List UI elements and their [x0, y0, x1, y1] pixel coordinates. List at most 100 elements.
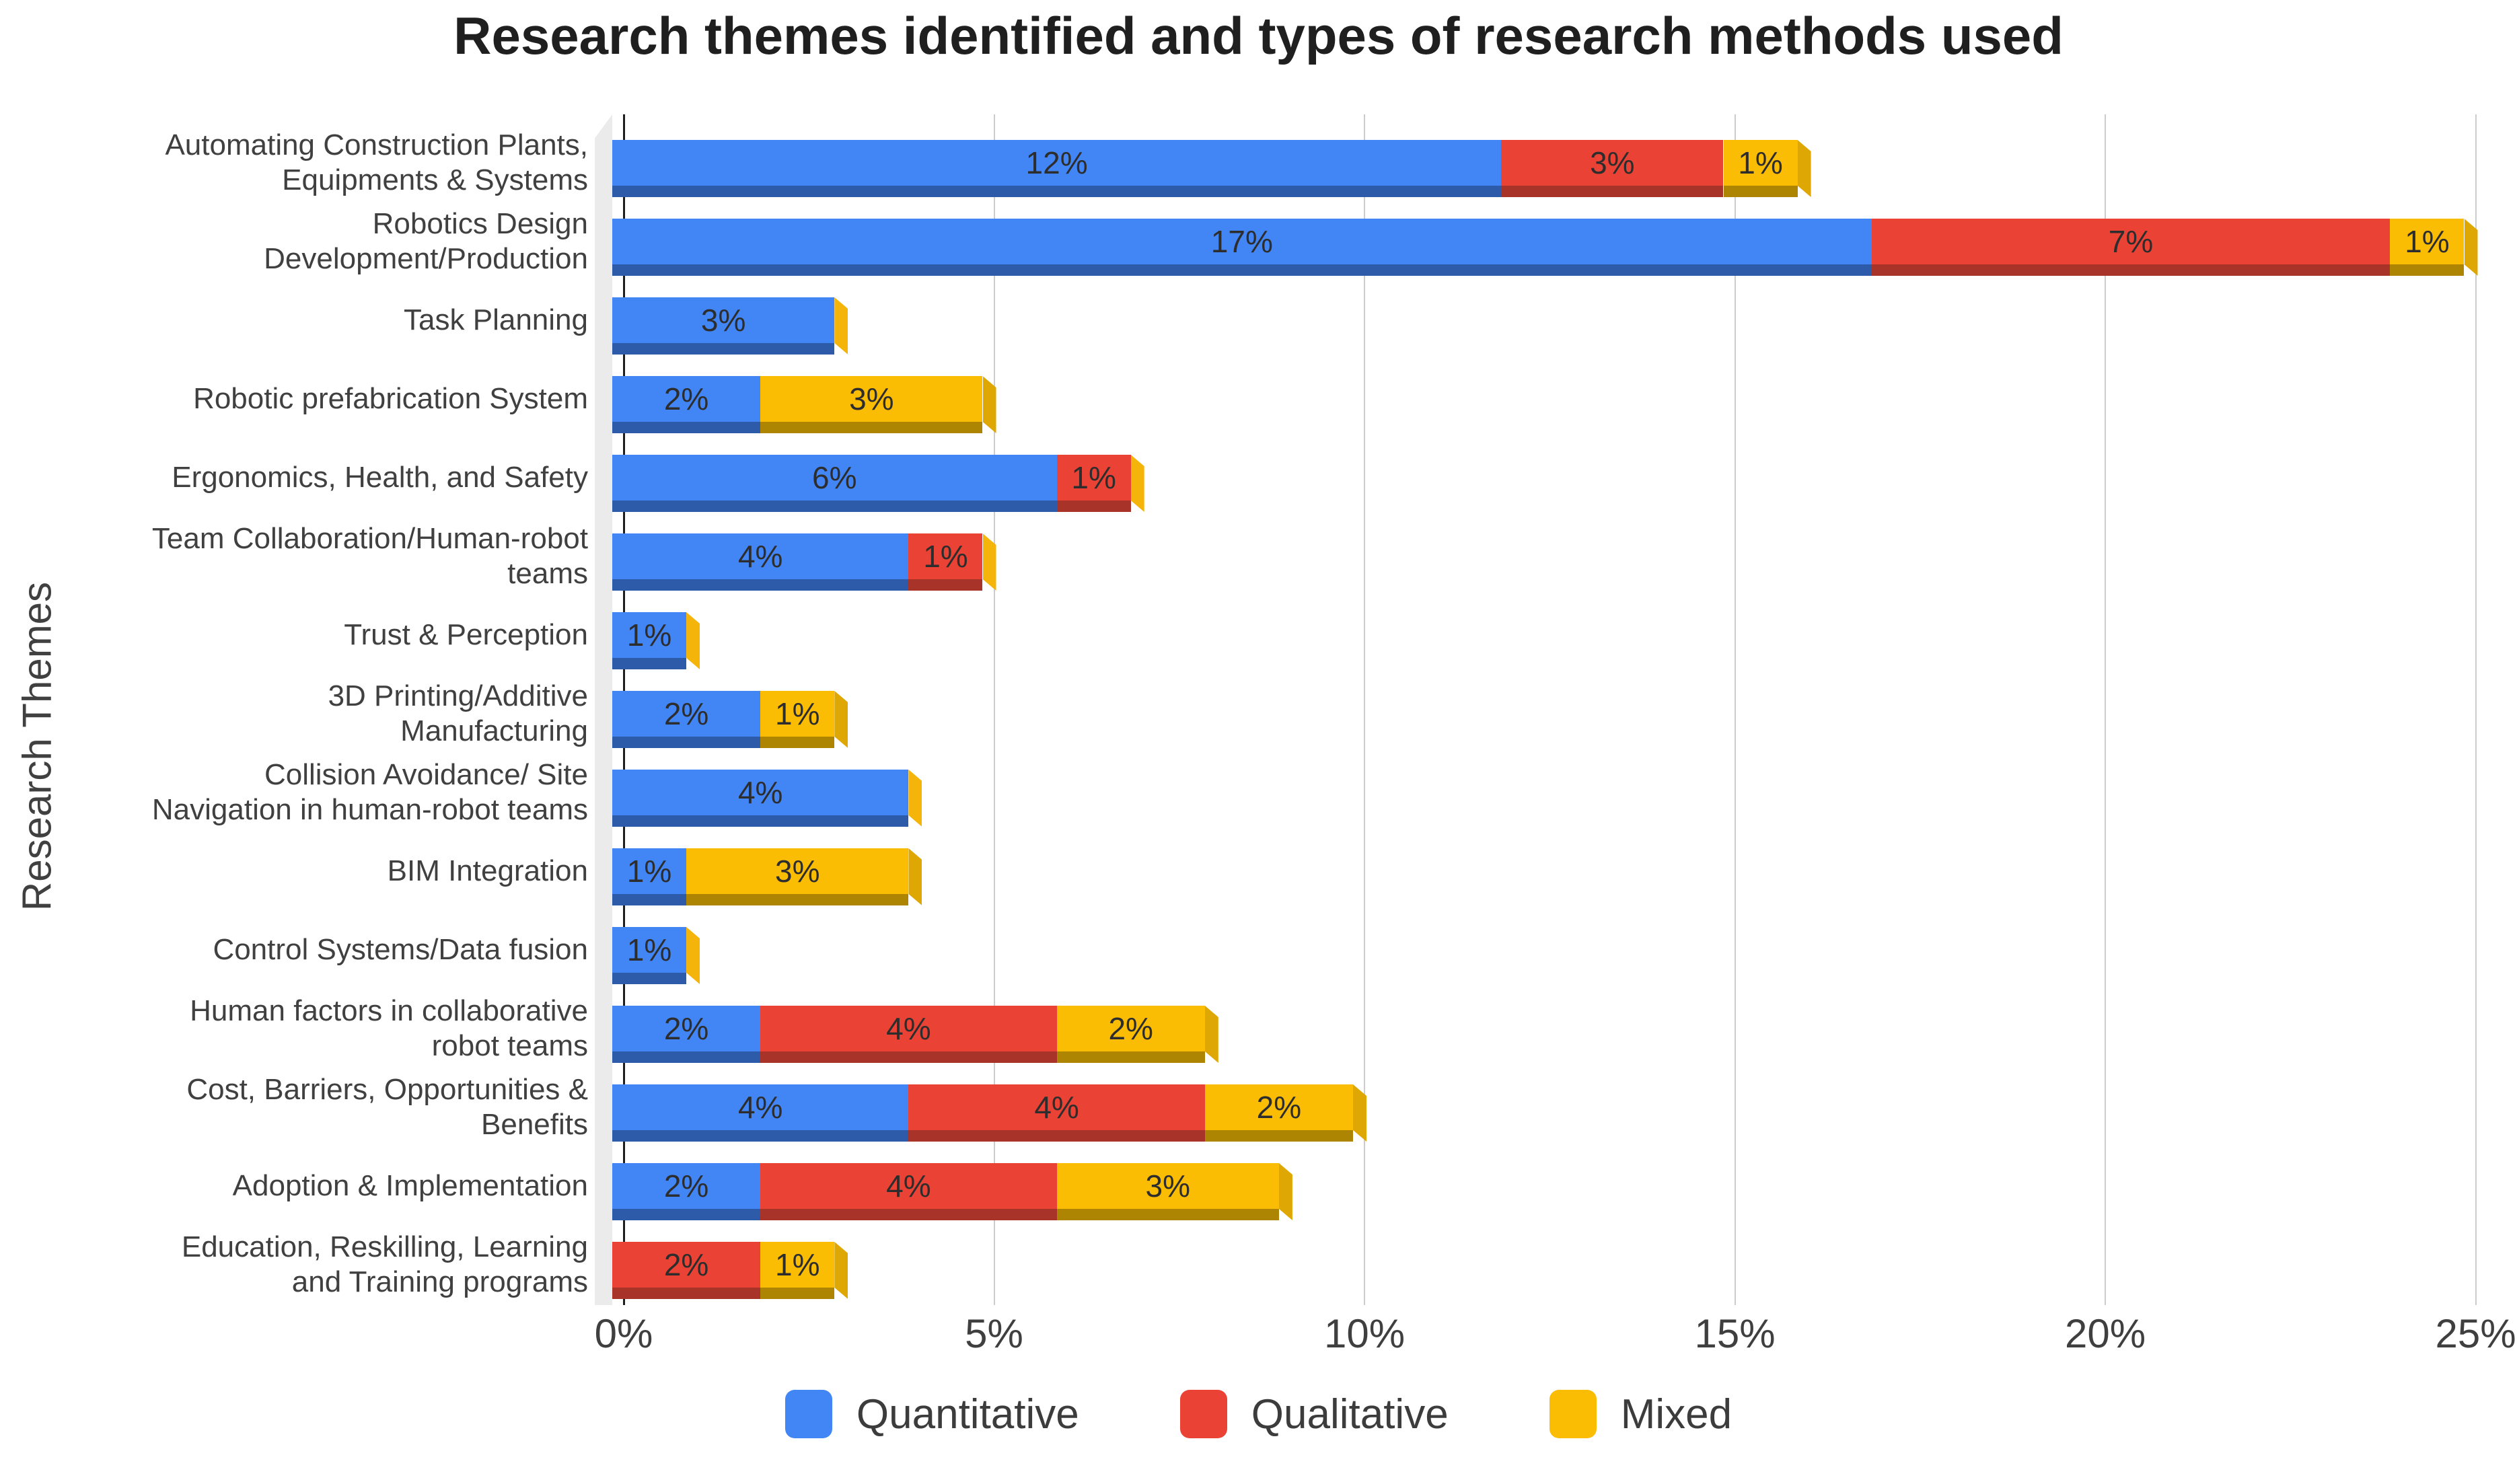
bar-segment-qualitative: 1% — [1056, 455, 1131, 500]
bar-3d-end-cap — [908, 770, 922, 827]
gridline — [993, 114, 995, 1305]
value-label: 7% — [2108, 224, 2154, 259]
bar-3d-end-cap — [982, 376, 996, 433]
bar-segment-quantitative: 2% — [612, 1006, 761, 1051]
bar-3d-end-cap — [834, 691, 848, 748]
legend-item-quantitative: Quantitative — [785, 1390, 1079, 1438]
bar-segment-depth — [612, 815, 909, 827]
value-label: 1% — [1738, 145, 1783, 180]
x-tick-label: 20% — [2064, 1311, 2146, 1356]
bar-segment-depth — [1204, 1130, 1353, 1142]
bar-segment-mixed: 1% — [760, 691, 835, 737]
bar-segment-depth — [612, 1130, 909, 1142]
category-label: 3D Printing/Additive Manufacturing — [328, 679, 588, 747]
legend-swatch — [785, 1390, 832, 1438]
bar-3d-end-cap — [1797, 140, 1811, 197]
value-label: 1% — [923, 539, 968, 574]
x-tick-label: 25% — [2435, 1311, 2516, 1356]
bar-3d-end-cap — [686, 612, 700, 669]
bar-segment-depth — [612, 500, 1057, 512]
bar-3d-end-cap — [2464, 219, 2478, 276]
category-label: Team Collaboration/Human-robot teams — [151, 522, 588, 590]
value-label: 1% — [774, 1247, 820, 1282]
bar-segment-depth — [612, 343, 835, 355]
value-label: 4% — [1034, 1090, 1079, 1125]
value-label: 3% — [775, 854, 820, 889]
bar-3d-end-cap — [982, 533, 996, 591]
bar-segment-depth — [686, 894, 909, 905]
bar-segment-mixed: 3% — [760, 376, 983, 422]
legend-item-qualitative: Qualitative — [1179, 1390, 1449, 1438]
bar-segment-depth — [612, 422, 761, 433]
category-label: Collision Avoidance/ Site Navigation in … — [151, 758, 588, 826]
bar-segment-depth — [760, 1051, 1057, 1063]
bar-segment-quantitative: 1% — [612, 927, 687, 973]
category-label: Adoption & Implementation — [232, 1169, 588, 1202]
bar-segment-quantitative: 1% — [612, 848, 687, 894]
x-tick-label: 0% — [594, 1311, 653, 1356]
category-label: Trust & Perception — [344, 618, 588, 651]
bar-segment-depth — [612, 264, 1872, 276]
bar-segment-quantitative: 17% — [612, 219, 1872, 264]
value-label: 17% — [1210, 224, 1273, 259]
value-label: 4% — [737, 1090, 783, 1125]
value-label: 2% — [663, 1168, 709, 1203]
value-label: 1% — [626, 932, 672, 967]
bar-segment-quantitative: 4% — [612, 770, 909, 815]
bar-segment-depth — [612, 1209, 761, 1220]
x-tick-label: 15% — [1694, 1311, 1776, 1356]
bar-segment-depth — [612, 737, 761, 748]
value-label: 4% — [737, 539, 783, 574]
chart-title: Research themes identified and types of … — [453, 6, 2064, 65]
bar-3d-end-cap — [908, 848, 922, 905]
bar-segment-mixed: 3% — [686, 848, 909, 894]
value-label: 1% — [626, 854, 672, 889]
bar-segment-depth — [760, 737, 835, 748]
bar-segment-depth — [1501, 186, 1724, 197]
x-tick-label: 10% — [1323, 1311, 1406, 1356]
plot-3d-wall — [595, 114, 612, 1305]
bar-segment-depth — [1056, 1051, 1205, 1063]
value-label: 2% — [1108, 1011, 1153, 1046]
value-label: 3% — [1145, 1168, 1190, 1203]
x-tick-label: 5% — [965, 1311, 1023, 1356]
bar-segment-qualitative: 3% — [1501, 140, 1724, 186]
value-label: 2% — [1256, 1090, 1302, 1125]
bar-segment-depth — [2390, 264, 2465, 276]
bar-3d-end-cap — [1353, 1084, 1366, 1142]
category-label: Human factors in collaborative robot tea… — [190, 994, 588, 1062]
bar-segment-depth — [1056, 1209, 1279, 1220]
bar-segment-quantitative: 1% — [612, 612, 687, 658]
bar-segment-qualitative: 4% — [908, 1084, 1205, 1130]
bar-segment-depth — [908, 579, 983, 591]
gridline — [2475, 114, 2477, 1305]
bar-segment-qualitative: 4% — [760, 1006, 1057, 1051]
value-label: 3% — [1590, 145, 1635, 180]
bar-segment-qualitative: 2% — [612, 1242, 761, 1288]
gridline — [1734, 114, 1736, 1305]
legend: Quantitative Qualitative Mixed — [0, 1390, 2517, 1438]
bar-3d-end-cap — [686, 927, 700, 984]
bar-segment-quantitative: 12% — [612, 140, 1502, 186]
value-label: 1% — [774, 696, 820, 731]
legend-swatch — [1179, 1390, 1227, 1438]
value-label: 2% — [663, 1247, 709, 1282]
bar-segment-depth — [908, 1130, 1205, 1142]
value-label: 6% — [812, 460, 857, 495]
value-label: 2% — [663, 1011, 709, 1046]
bar-segment-depth — [1871, 264, 2391, 276]
bar-3d-end-cap — [834, 1242, 848, 1299]
bar-segment-mixed: 1% — [2390, 219, 2465, 264]
legend-label: Mixed — [1620, 1390, 1732, 1438]
bar-segment-mixed: 2% — [1056, 1006, 1205, 1051]
bar-segment-qualitative: 1% — [908, 533, 983, 579]
bar-segment-mixed: 1% — [1723, 140, 1798, 186]
bar-segment-depth — [612, 1288, 761, 1299]
bar-segment-depth — [612, 1051, 761, 1063]
category-label: BIM Integration — [387, 854, 588, 887]
value-label: 4% — [886, 1168, 931, 1203]
bar-segment-depth — [612, 973, 687, 984]
bar-segment-quantitative: 2% — [612, 1163, 761, 1209]
bar-segment-mixed: 1% — [760, 1242, 835, 1288]
